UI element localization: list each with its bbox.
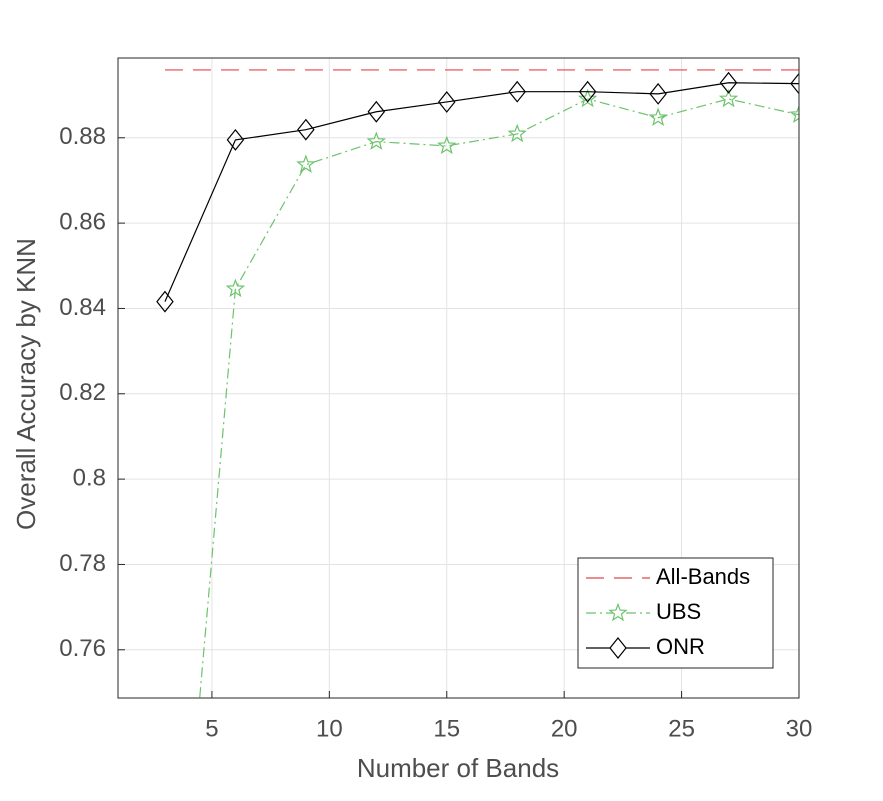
data-point	[649, 82, 667, 105]
y-tick-label: 0.88	[59, 123, 106, 150]
data-point	[366, 131, 386, 150]
axes-box	[117, 57, 800, 699]
x-tick-label: 5	[205, 715, 218, 742]
x-tick-label: 30	[786, 715, 813, 742]
legend-label: All-Bands	[656, 564, 750, 589]
data-point	[790, 72, 799, 95]
data-point	[789, 104, 799, 123]
x-tick-label: 20	[551, 715, 578, 742]
data-point	[437, 90, 456, 113]
data-point	[226, 128, 245, 151]
x-tick-label: 15	[433, 715, 460, 742]
data-point	[507, 123, 527, 143]
data-point	[297, 118, 315, 141]
data-point	[719, 71, 738, 94]
y-tick-label: 0.8	[73, 464, 106, 491]
data-point	[578, 80, 597, 103]
y-tick-label: 0.84	[59, 294, 106, 321]
y-axis-label: Overall Accuracy by KNN	[11, 238, 41, 530]
x-axis-label: Number of Bands	[357, 753, 559, 783]
legend-marker	[608, 602, 628, 622]
data-point	[648, 107, 668, 126]
data-point	[718, 88, 739, 108]
legend-marker	[609, 637, 627, 659]
y-tick-label: 0.78	[59, 550, 106, 577]
data-point	[225, 278, 246, 298]
x-tick-label: 25	[668, 715, 695, 742]
x-tick-label: 10	[316, 715, 343, 742]
data-point	[156, 290, 174, 313]
data-point	[296, 154, 316, 173]
legend-label: ONR	[656, 634, 705, 659]
legend-label: UBS	[656, 599, 701, 624]
series-line	[199, 98, 799, 698]
y-tick-label: 0.86	[59, 208, 106, 235]
y-tick-label: 0.82	[59, 379, 106, 406]
data-point	[367, 100, 386, 123]
y-tick-label: 0.76	[59, 635, 106, 662]
series-line	[164, 82, 799, 302]
data-point	[508, 80, 526, 103]
data-point	[437, 135, 457, 155]
